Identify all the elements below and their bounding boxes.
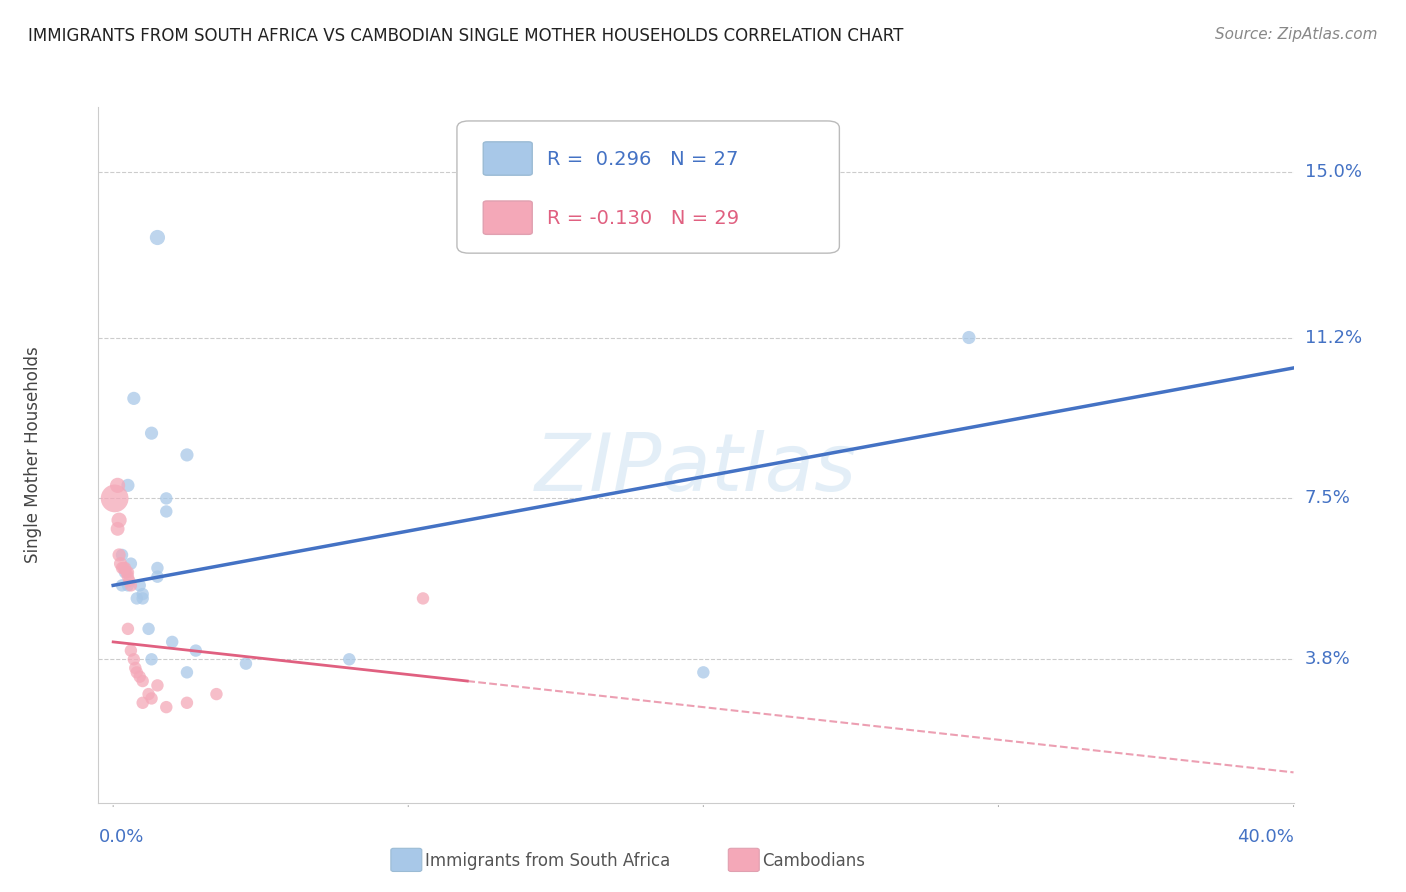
Point (146, 230, 169, 244)
Point (176, 448, 198, 462)
Text: Cambodians: Cambodians (762, 852, 865, 870)
Point (155, 504, 177, 518)
Text: IMMIGRANTS FROM SOUTH AFRICA VS CAMBODIAN SINGLE MOTHER HOUSEHOLDS CORRELATION C: IMMIGRANTS FROM SOUTH AFRICA VS CAMBODIA… (28, 27, 904, 45)
Point (111, 561, 134, 575)
Point (115, 566, 138, 580)
Text: 15.0%: 15.0% (1305, 163, 1361, 181)
Point (108, 548, 131, 562)
Text: Immigrants from South Africa: Immigrants from South Africa (425, 852, 669, 870)
Point (176, 696, 198, 710)
Point (160, 635, 183, 649)
Point (146, 561, 169, 575)
Point (138, 622, 160, 636)
Text: Single Mother Households: Single Mother Households (24, 347, 42, 563)
Point (114, 566, 136, 580)
Point (122, 392, 145, 406)
Point (120, 578, 142, 592)
Text: 40.0%: 40.0% (1237, 828, 1294, 846)
Point (117, 622, 139, 636)
Point (128, 578, 150, 592)
Point (131, 587, 153, 601)
Point (131, 591, 153, 606)
Point (176, 665, 198, 680)
Text: ZIPatlas: ZIPatlas (534, 430, 858, 508)
Text: 11.2%: 11.2% (1305, 328, 1362, 346)
Point (131, 696, 153, 710)
Point (146, 570, 169, 584)
Point (141, 691, 163, 706)
Point (184, 643, 207, 657)
Point (111, 548, 134, 562)
Text: R = -0.130   N = 29: R = -0.130 N = 29 (547, 209, 738, 227)
Text: 7.5%: 7.5% (1305, 490, 1351, 508)
FancyBboxPatch shape (457, 121, 839, 253)
Point (117, 566, 139, 580)
Point (114, 561, 136, 575)
Point (125, 665, 148, 680)
Text: R =  0.296   N = 27: R = 0.296 N = 27 (547, 150, 738, 169)
Point (146, 678, 169, 692)
Point (125, 591, 148, 606)
Point (957, 330, 980, 344)
Point (205, 687, 228, 701)
Point (111, 578, 134, 592)
Point (117, 578, 139, 592)
FancyBboxPatch shape (484, 201, 533, 235)
Point (117, 478, 139, 492)
Point (122, 652, 145, 666)
Point (117, 570, 139, 584)
FancyBboxPatch shape (484, 142, 533, 175)
Point (128, 670, 150, 684)
Point (235, 657, 257, 671)
Point (120, 643, 142, 657)
Point (107, 522, 129, 536)
Point (118, 574, 141, 588)
Point (337, 652, 360, 666)
Point (124, 661, 146, 675)
Point (107, 478, 129, 492)
Text: 3.8%: 3.8% (1305, 650, 1350, 668)
Text: Source: ZipAtlas.com: Source: ZipAtlas.com (1215, 27, 1378, 42)
Point (131, 674, 153, 689)
Point (108, 513, 131, 527)
Point (155, 491, 177, 506)
Point (155, 700, 177, 714)
Point (112, 561, 135, 575)
Text: 0.0%: 0.0% (98, 828, 143, 846)
Point (120, 557, 142, 571)
Point (110, 557, 132, 571)
Point (104, 491, 127, 506)
Point (138, 687, 160, 701)
Point (141, 426, 163, 441)
Point (692, 665, 714, 680)
Point (412, 591, 434, 606)
Point (141, 652, 163, 666)
